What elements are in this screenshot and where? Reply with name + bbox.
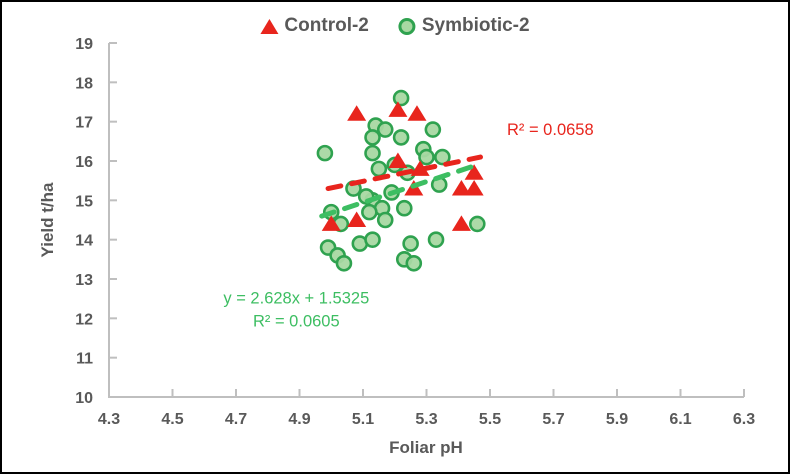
- annotation-text: R² = 0.0658: [506, 120, 594, 139]
- control-2-point: [451, 215, 471, 231]
- x-tick-label: 4.7: [225, 411, 247, 428]
- x-tick-label: 5.7: [542, 411, 564, 428]
- symbiotic-2-point: [402, 235, 419, 252]
- symbiotic-2-point: [427, 231, 445, 248]
- annotation-r-squared-text: R² = 0.0605: [252, 312, 340, 331]
- control-2-point: [407, 105, 427, 121]
- x-tick-label: 6.3: [733, 411, 755, 428]
- y-tick-label: 17: [75, 115, 93, 132]
- x-tick-label: 5.1: [352, 411, 374, 428]
- control-2-trendline: [325, 154, 483, 192]
- x-tick-label: 6.1: [669, 411, 691, 428]
- y-tick-label: 19: [75, 36, 93, 53]
- x-axis-title: Foliar pH: [389, 438, 463, 457]
- control-2-point: [347, 211, 367, 227]
- x-tick-label: 5.5: [479, 411, 501, 428]
- y-tick-label: 16: [75, 154, 93, 171]
- symbiotic-2-point: [392, 89, 410, 107]
- symbiotic-2-point: [376, 121, 394, 138]
- annotation-equation-text: y = 2.628x + 1.5325: [223, 290, 370, 309]
- symbiotic-2-point: [424, 121, 442, 138]
- x-tick-label: 4.3: [98, 411, 120, 428]
- chart-legend: Control-2 Symbiotic-2: [260, 15, 530, 37]
- control-2-point: [451, 180, 471, 196]
- y-tick-label: 13: [75, 272, 93, 289]
- symbiotic-2-point: [418, 148, 435, 166]
- legend-item-control-2[interactable]: Control-2: [260, 15, 369, 37]
- annotation-control-r-squared: R² = 0.0658: [507, 118, 594, 140]
- symbiotic-2-point: [376, 211, 394, 229]
- y-tick-label: 15: [75, 193, 93, 210]
- y-tick-label: 11: [76, 351, 93, 368]
- symbiotic-2-point: [364, 231, 381, 248]
- symbiotic-2-point: [364, 129, 381, 146]
- symbiotic-2-point: [364, 144, 381, 162]
- y-tick-label: 18: [75, 75, 93, 92]
- control-2-point: [321, 215, 341, 231]
- symbiotic-2-point: [434, 148, 451, 166]
- y-tick-label: 12: [75, 311, 93, 328]
- symbiotic-2-point: [361, 203, 378, 221]
- symbiotic-2-point: [392, 129, 410, 146]
- legend-label-symbiotic-2: Symbiotic-2: [421, 15, 530, 36]
- triangle-marker-icon: [260, 18, 279, 34]
- symbiotic-2-trendline: [319, 162, 480, 219]
- symbiotic-2-point: [468, 215, 486, 233]
- control-2-point: [388, 152, 408, 168]
- x-tick-label: 5.9: [606, 411, 628, 428]
- symbiotic-2-point: [370, 160, 388, 178]
- axis-lines: [108, 43, 744, 398]
- control-2-point: [388, 101, 408, 117]
- y-tick-label: 14: [75, 233, 93, 250]
- symbiotic-2-point: [335, 254, 353, 272]
- x-tick-label: 5.3: [415, 411, 437, 428]
- control-2-point: [464, 180, 484, 196]
- x-tick-label: 4.9: [288, 411, 310, 428]
- symbiotic-2-point: [395, 199, 413, 217]
- legend-item-symbiotic-2[interactable]: Symbiotic-2: [398, 15, 530, 37]
- y-axis-title: Yield t/ha: [38, 182, 57, 258]
- legend-label-control-2: Control-2: [284, 15, 369, 36]
- x-tick-label: 4.5: [161, 411, 183, 428]
- control-2-point: [464, 164, 484, 180]
- symbiotic-2-point: [316, 144, 334, 162]
- y-tick-label: 10: [75, 390, 93, 407]
- control-2-point: [347, 105, 367, 121]
- annotation-symbiotic-equation: y = 2.628x + 1.5325 R² = 0.0605: [223, 288, 369, 333]
- symbiotic-2-point: [405, 254, 423, 272]
- circle-marker-icon: [398, 17, 416, 35]
